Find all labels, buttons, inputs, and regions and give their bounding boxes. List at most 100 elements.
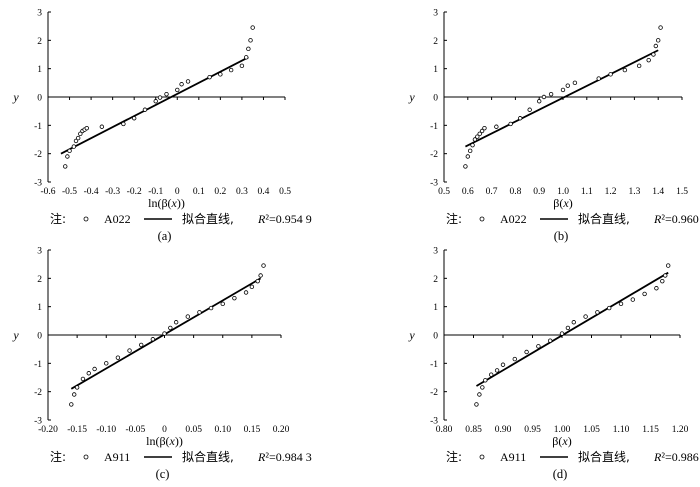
data-point: [565, 83, 570, 88]
x-tick-label: -0.5: [62, 187, 77, 197]
data-point: [185, 314, 190, 319]
data-point: [465, 154, 470, 159]
x-tick-label: 1.20: [672, 425, 689, 435]
legend-points-name: A911: [500, 450, 526, 464]
x-tick-label: 0.9: [533, 187, 545, 197]
legend-point-marker: [83, 216, 89, 222]
data-point: [162, 331, 167, 336]
data-point: [246, 46, 251, 52]
x-tick-label: 0.20: [273, 425, 290, 435]
data-point: [666, 263, 671, 268]
y-tick-label: 0: [433, 94, 438, 104]
data-point: [595, 310, 600, 315]
data-point: [168, 325, 173, 331]
data-point: [208, 305, 214, 311]
x-axis-label: β(x): [552, 434, 571, 448]
data-point: [548, 338, 553, 343]
legend-r2: R²=0.960 9: [653, 212, 700, 226]
y-tick-label: -3: [430, 417, 438, 427]
data-point: [74, 385, 80, 390]
x-tick-label: -0.10: [96, 425, 116, 435]
data-point: [261, 263, 266, 268]
x-tick-label: 0: [175, 187, 180, 197]
data-point: [185, 79, 191, 84]
y-tick-label: -2: [34, 388, 42, 398]
x-tick-label: 0.15: [244, 425, 261, 435]
data-point: [472, 137, 478, 142]
x-tick-label: 0: [162, 425, 167, 435]
panel-caption: (d): [553, 467, 568, 481]
data-point: [660, 278, 665, 284]
y-tick-label: 1: [37, 303, 42, 313]
panel-caption: (a): [158, 229, 172, 243]
x-tick-label: 1.4: [652, 187, 664, 197]
data-point: [99, 124, 105, 129]
y-tick-label: -3: [430, 179, 438, 189]
x-tick-label: 1.2: [605, 187, 617, 197]
x-tick-label: 1.15: [642, 425, 659, 435]
panel-caption: (b): [554, 229, 569, 243]
data-point: [608, 72, 613, 77]
data-point: [560, 87, 566, 93]
data-point: [127, 348, 132, 353]
data-point: [232, 295, 237, 301]
data-point: [75, 135, 81, 141]
data-point: [622, 67, 628, 73]
chart-panel-1: 3 2 1 0 -1 -2 -3-0.6 -0.5 -0.4 -0.3 -0.2 -0.1 0 0.1 0.…: [12, 9, 311, 244]
x-tick-label: 0.90: [495, 425, 512, 435]
data-point: [517, 116, 523, 121]
data-point: [86, 371, 91, 376]
data-point: [536, 344, 541, 349]
data-point: [65, 154, 70, 159]
x-tick-label: 0.6: [462, 187, 474, 197]
data-point: [69, 402, 74, 407]
x-tick-label: 0.7: [486, 187, 498, 197]
legend-points-name: A911: [104, 450, 130, 464]
fit-line: [60, 56, 249, 155]
data-point: [508, 121, 513, 127]
data-point: [164, 91, 169, 97]
data-point: [654, 286, 659, 291]
data-point: [565, 325, 571, 331]
data-point: [138, 342, 144, 348]
x-tick-label: -0.2: [127, 187, 142, 197]
y-tick-label: 0: [433, 332, 438, 342]
legend-points-name: A022: [500, 212, 527, 226]
x-tick-label: 0.80: [436, 425, 453, 435]
data-point: [250, 25, 255, 30]
x-tick-label: -0.05: [125, 425, 145, 435]
y-tick-label: 1: [433, 65, 438, 75]
data-point: [548, 91, 554, 97]
y-tick-label: 2: [433, 275, 438, 285]
data-point: [115, 355, 121, 360]
data-point: [483, 378, 488, 383]
legend-prefix: 注:: [50, 211, 66, 226]
x-tick-label: -0.20: [38, 425, 58, 435]
chart-panel-2: 3 2 1 0 -1 -2 -30.5 0.6 0.7 0.8 0.9 1.0 1.1 1.2 1.3 1.4…: [408, 9, 700, 244]
x-tick-label: 0.85: [465, 425, 482, 435]
data-point: [596, 76, 601, 81]
data-point: [482, 125, 487, 131]
y-tick-label: 0: [37, 94, 42, 104]
x-tick-label: 0.10: [214, 425, 231, 435]
data-point: [80, 376, 86, 382]
data-point: [248, 38, 253, 43]
legend-line-name: 拟合直线,: [182, 449, 234, 464]
fit-line: [465, 49, 659, 148]
data-point: [239, 63, 245, 69]
data-point: [630, 297, 635, 302]
x-axis-label: β(x): [553, 196, 572, 210]
x-tick-label: -0.15: [67, 425, 87, 435]
data-point: [646, 57, 651, 63]
x-tick-label: 0.1: [193, 187, 205, 197]
y-tick-label: -3: [34, 179, 42, 189]
data-point: [63, 164, 68, 169]
data-point: [197, 310, 202, 315]
x-tick-label: -0.4: [84, 187, 99, 197]
data-point: [207, 74, 212, 80]
data-point: [220, 301, 225, 307]
data-point: [524, 349, 529, 355]
data-point: [67, 148, 72, 154]
data-point: [92, 366, 97, 372]
x-tick-label: 1.00: [554, 425, 571, 435]
